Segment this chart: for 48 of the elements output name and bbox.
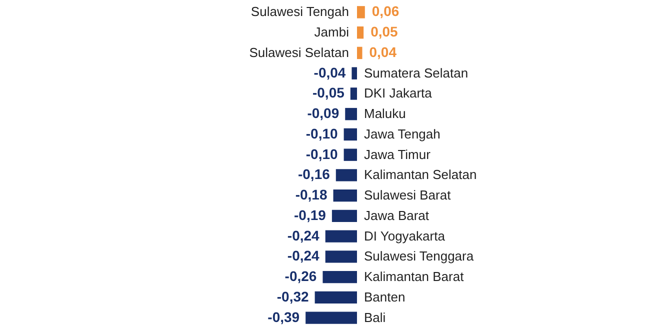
y-tick-label: Banten	[364, 289, 406, 304]
y-tick-label: Sulawesi Tengah	[250, 4, 349, 20]
y-tick-label: Jawa Timur	[364, 146, 432, 162]
y-tick-label: DI Yogyakarta	[364, 228, 446, 244]
y-tick-label: Sulawesi Tenggara	[364, 248, 474, 264]
bar	[356, 26, 364, 39]
y-tick-label: Kalimantan Barat	[364, 269, 464, 284]
bar	[356, 46, 362, 60]
y-tick-label: Sumatera Selatan	[364, 65, 468, 80]
bar	[306, 312, 357, 324]
y-tick-label: Jawa Tengah	[364, 126, 440, 142]
bar	[336, 169, 357, 182]
data-label: -0,09	[307, 105, 340, 122]
y-tick-label: Jawa Barat	[364, 208, 430, 223]
data-label: 0,04	[369, 44, 397, 60]
data-label: -0,10	[306, 125, 338, 142]
y-tick-label: Maluku	[364, 106, 406, 122]
y-tick-label: Sulawesi Barat	[364, 188, 452, 203]
y-tick-label: Jambi	[314, 24, 350, 40]
bar	[356, 6, 365, 18]
data-label: -0,24	[287, 248, 320, 264]
data-label: -0,26	[284, 268, 317, 284]
bar	[314, 291, 357, 304]
bar	[325, 250, 357, 263]
y-tick-label: Sulawesi Selatan	[249, 44, 349, 60]
y-tick-label: Bali	[364, 310, 386, 325]
y-tick-label: DKI Jakarta	[364, 86, 433, 101]
bar	[350, 88, 357, 100]
data-label: -0,39	[268, 308, 300, 325]
bar	[325, 230, 357, 242]
bar	[333, 189, 357, 202]
data-label: -0,18	[295, 186, 328, 203]
bar	[344, 148, 357, 161]
data-label: -0,16	[298, 166, 330, 182]
data-label: -0,05	[312, 84, 345, 101]
data-label: -0,10	[306, 146, 338, 162]
y-tick-label: Kalimantan Selatan	[364, 167, 477, 182]
bar	[352, 67, 357, 80]
data-label: -0,19	[294, 206, 326, 223]
data-label: 0,06	[372, 3, 400, 20]
data-label: -0,24	[287, 227, 320, 244]
bar	[322, 270, 357, 284]
bar	[344, 128, 357, 141]
data-label: 0,05	[370, 24, 398, 40]
bar	[345, 108, 357, 120]
data-label: -0,32	[276, 288, 310, 304]
data-label: -0,04	[314, 64, 346, 80]
bar	[332, 210, 357, 222]
